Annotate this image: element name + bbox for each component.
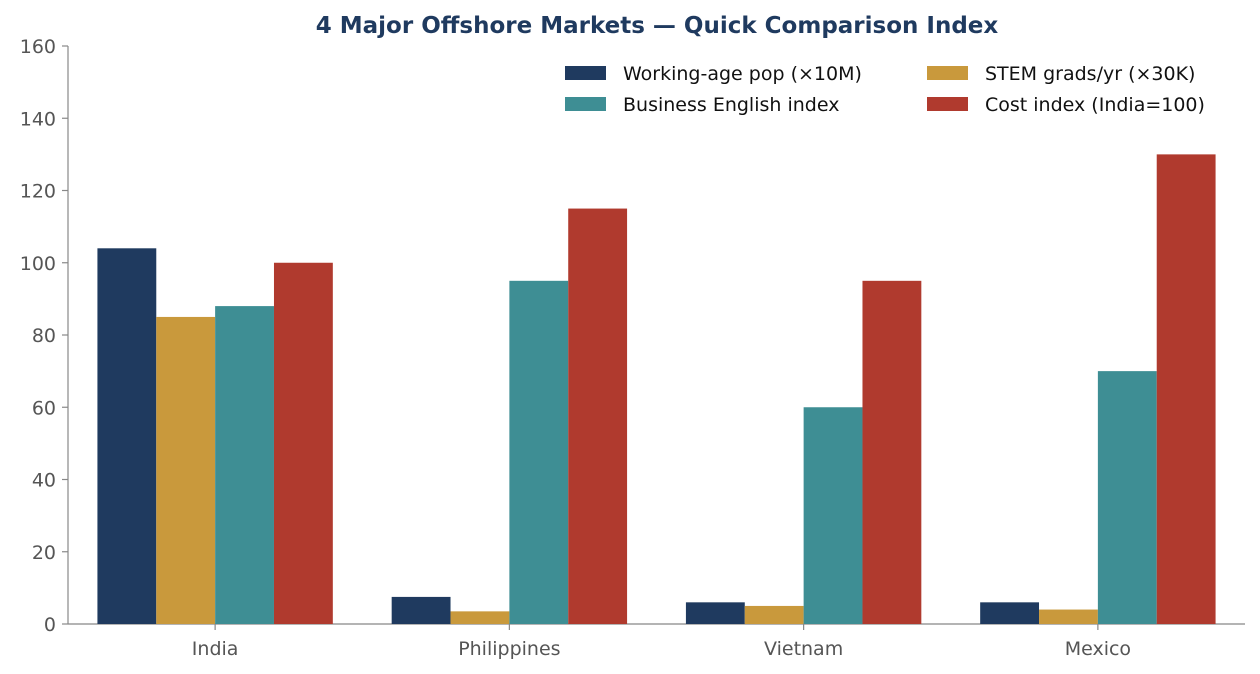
x-tick-label: India: [192, 638, 239, 660]
bar: [803, 407, 863, 624]
legend-swatch: [927, 66, 968, 80]
y-tick-label: 40: [32, 470, 56, 492]
bar: [97, 248, 157, 625]
y-tick-label: 20: [32, 542, 56, 564]
y-tick-label: 100: [20, 253, 56, 275]
bar: [509, 280, 569, 624]
y-tick-label: 60: [32, 397, 56, 419]
bar: [980, 602, 1040, 624]
legend-label: Business English index: [623, 94, 839, 116]
legend-swatch: [927, 97, 968, 111]
y-axis: 0 20 40 60 80 100 120 140 160: [20, 36, 69, 636]
legend-label: Working-age pop (×10M): [623, 63, 862, 85]
legend-swatch: [565, 66, 606, 80]
y-tick-label: 140: [20, 108, 56, 130]
y-tick-label: 80: [32, 325, 56, 347]
bar: [156, 316, 216, 624]
bar: [568, 208, 628, 624]
legend-swatch: [565, 97, 606, 111]
legend-label: Cost index (India=100): [985, 94, 1205, 116]
bars-group: [97, 154, 1216, 625]
x-tick-label: Vietnam: [764, 638, 843, 660]
chart-title: 4 Major Offshore Markets — Quick Compari…: [316, 13, 999, 39]
bar: [391, 596, 451, 624]
legend-label: STEM grads/yr (×30K): [985, 63, 1195, 85]
legend: Working-age pop (×10M) STEM grads/yr (×30…: [565, 63, 1205, 116]
bar: [215, 306, 274, 624]
bar: [862, 280, 922, 624]
x-tick-label: Philippines: [458, 638, 560, 660]
bar: [1156, 154, 1216, 624]
bar: [744, 605, 804, 624]
bar: [1039, 609, 1098, 624]
y-tick-label: 160: [20, 36, 56, 58]
y-tick-label: 0: [44, 614, 56, 636]
bar: [685, 602, 745, 624]
x-axis: India Philippines Vietnam Mexico: [68, 623, 1245, 660]
bar: [450, 611, 510, 624]
y-tick-label: 120: [20, 181, 56, 203]
x-tick-label: Mexico: [1065, 638, 1131, 660]
bar: [1097, 371, 1157, 624]
bar: [273, 262, 333, 624]
